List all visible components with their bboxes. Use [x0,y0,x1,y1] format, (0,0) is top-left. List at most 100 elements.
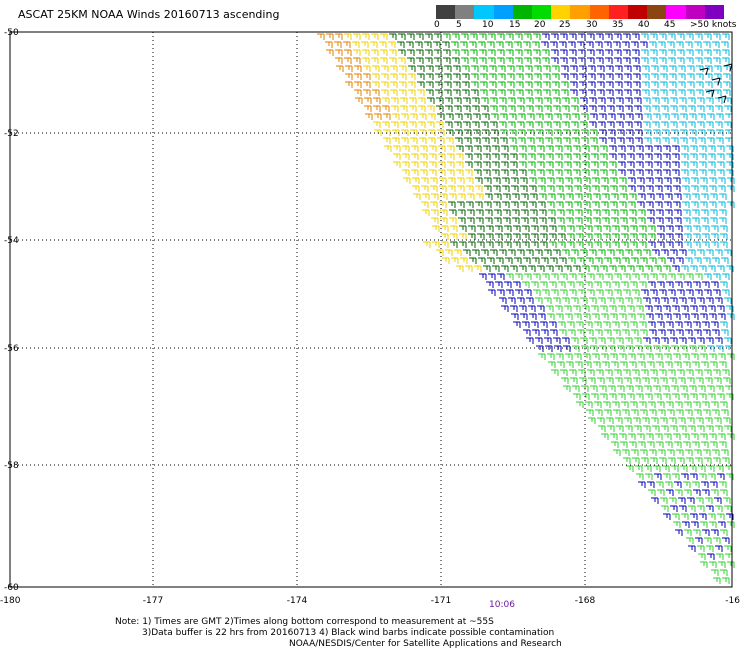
wind-barb [616,425,624,432]
wind-barb [676,329,684,336]
wind-barb [661,121,669,128]
wind-barb [720,225,728,232]
wind-barb [533,49,541,56]
wind-barb [525,81,533,88]
wind-barb [663,161,671,168]
wind-barb [588,73,596,80]
wind-barb [666,321,674,328]
wind-barb [430,201,438,208]
wind-barb [589,297,597,304]
wind-barb [553,297,561,304]
wind-barb [511,177,519,184]
wind-barb [655,313,663,320]
wind-barb [664,201,672,208]
wind-barb [632,33,640,40]
wind-barb [636,169,644,176]
wind-barb [709,201,717,208]
wind-barb [650,57,658,64]
wind-barb [552,81,560,88]
wind-barb [335,33,343,40]
wind-barb [711,321,719,328]
wind-barb [701,441,709,448]
wind-barb [374,129,382,136]
wind-barb [604,41,612,48]
wind-barb [534,81,542,88]
wind-barb [426,81,434,88]
wind-barb [631,409,639,416]
wind-barb [549,225,557,232]
wind-barb [538,353,546,360]
wind-barb [720,489,728,496]
wind-barb [606,81,614,88]
wind-barb [596,33,604,40]
wind-barb [678,497,686,504]
wind-barb [620,193,628,200]
wind-barb [476,209,484,216]
wind-barb [627,393,635,400]
wind-barb [619,313,627,320]
wind-barb [561,73,569,80]
wind-barb [687,65,695,72]
wind-barb [485,209,493,216]
wind-barb [438,169,446,176]
wind-barb [623,369,631,376]
legend-swatch [589,5,609,19]
wind-barb [645,393,653,400]
wind-barb [684,225,692,232]
wind-barb [630,321,638,328]
wind-barb [515,33,523,40]
wind-barb [499,249,507,256]
wind-barb [643,249,651,256]
wind-barb [661,425,669,432]
wind-barb [700,561,708,568]
wind-barb [669,417,677,424]
wind-barb [476,193,484,200]
wind-barb [482,129,490,136]
wind-barb [725,385,733,392]
lat-label: -58 [4,461,19,471]
wind-barb [371,49,379,56]
wind-barb [651,89,659,96]
legend-swatch [493,5,513,19]
wind-barb [445,249,453,256]
wind-barb [624,89,632,96]
wind-barb [574,353,582,360]
note-line-3: NOAA/NESDIS/Center for Satellite Applica… [289,639,562,649]
wind-barb [723,417,731,424]
wind-barb [638,193,646,200]
wind-barb [687,73,695,80]
wind-barb [510,169,518,176]
wind-barb [562,249,570,256]
wind-barb [560,57,568,64]
wind-barb [629,209,637,216]
wind-barb [599,137,607,144]
wind-barb [517,297,525,304]
wind-barb [528,161,536,168]
wind-barb [452,33,460,40]
wind-barb [660,73,668,80]
wind-barb [711,225,719,232]
wind-barb [450,233,458,240]
wind-barb [492,169,500,176]
wind-barb [606,73,614,80]
wind-barb [506,289,514,296]
wind-barb [637,313,645,320]
wind-barb [560,33,568,40]
wind-barb [677,289,685,296]
wind-barb [431,217,439,224]
wind-barb [598,337,606,344]
wind-barb [615,417,623,424]
wind-barb [573,153,581,160]
wind-barb [659,273,667,280]
wind-barb [657,233,665,240]
lat-label: -52 [4,129,19,139]
wind-barb [641,457,649,464]
wind-barb [690,145,698,152]
legend-swatch [532,5,552,19]
wind-barb [663,153,671,160]
wind-barb [524,273,532,280]
wind-barb [679,249,687,256]
wind-barb [504,241,512,248]
wind-barb [697,337,705,344]
wind-barb [603,401,611,408]
